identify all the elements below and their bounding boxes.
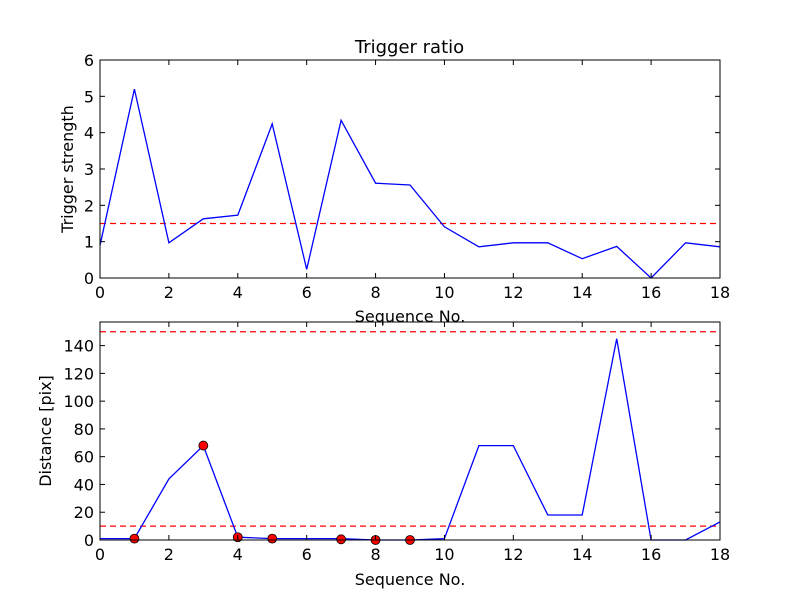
x-tick-label: 8 xyxy=(370,545,380,564)
data-point-marker xyxy=(267,533,278,544)
y-tick-label: 2 xyxy=(84,196,94,215)
x-axis-label: Sequence No. xyxy=(355,570,466,589)
y-tick-label: 5 xyxy=(84,87,94,106)
tick-group: 0 2 4 6 8 10 12 14 16 18 0 20 40 60 80 100 120 140 xyxy=(63,322,730,564)
x-tick-label: 18 xyxy=(710,283,730,302)
x-tick-label: 12 xyxy=(503,545,523,564)
y-tick-label: 4 xyxy=(84,124,94,143)
y-tick-label: 40 xyxy=(74,475,94,494)
y-tick-label: 0 xyxy=(84,531,94,550)
x-tick-label: 6 xyxy=(302,545,312,564)
x-tick-label: 8 xyxy=(370,283,380,302)
x-tick-label: 4 xyxy=(233,545,243,564)
y-tick-label: 80 xyxy=(74,420,94,439)
x-tick-label: 0 xyxy=(95,545,105,564)
x-tick-label: 16 xyxy=(641,545,661,564)
x-tick-label: 14 xyxy=(572,283,592,302)
y-tick-label: 140 xyxy=(63,337,94,356)
y-axis-label: Trigger strength xyxy=(58,105,77,234)
plot-frame xyxy=(99,321,721,541)
x-tick-label: 10 xyxy=(434,283,454,302)
series-line xyxy=(99,88,721,279)
x-tick-label: 4 xyxy=(233,283,243,302)
y-tick-label: 120 xyxy=(63,364,94,383)
y-tick-label: 0 xyxy=(84,269,94,288)
x-tick-label: 14 xyxy=(572,545,592,564)
y-tick-label: 6 xyxy=(84,51,94,70)
x-axis-label: Sequence No. xyxy=(355,307,466,326)
y-tick-label: 1 xyxy=(84,233,94,252)
x-tick-label: 18 xyxy=(710,545,730,564)
x-tick-label: 12 xyxy=(503,283,523,302)
y-tick-label: 100 xyxy=(63,392,94,411)
data-point-marker xyxy=(336,534,347,545)
x-tick-label: 0 xyxy=(95,283,105,302)
plot-area xyxy=(99,88,721,279)
data-point-marker xyxy=(198,440,209,451)
data-point-marker xyxy=(129,533,140,544)
chart-title: Trigger ratio xyxy=(354,37,464,58)
y-tick-label: 60 xyxy=(74,448,94,467)
x-tick-label: 2 xyxy=(164,545,174,564)
distance-chart: 0 2 4 6 8 10 12 14 16 18 0 20 40 60 80 100 120 140 Sequen… xyxy=(36,321,730,589)
x-tick-label: 16 xyxy=(641,283,661,302)
y-axis-label: Distance [pix] xyxy=(36,375,55,487)
x-tick-label: 2 xyxy=(164,283,174,302)
y-tick-label: 20 xyxy=(74,503,94,522)
x-tick-label: 6 xyxy=(302,283,312,302)
x-tick-label: 10 xyxy=(434,545,454,564)
y-tick-label: 3 xyxy=(84,160,94,179)
